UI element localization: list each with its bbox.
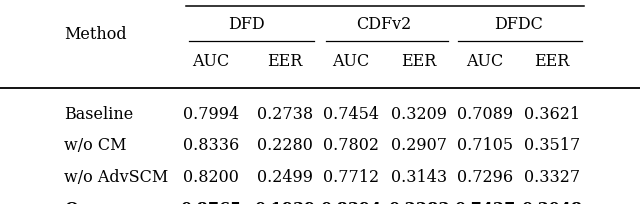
Text: AUC: AUC: [193, 53, 230, 70]
Text: 0.3327: 0.3327: [524, 169, 580, 186]
Text: Method: Method: [64, 26, 127, 43]
Text: DFDC: DFDC: [494, 16, 543, 33]
Text: 0.7994: 0.7994: [183, 106, 239, 123]
Text: 0.7802: 0.7802: [323, 137, 379, 154]
Text: 0.2280: 0.2280: [257, 137, 313, 154]
Text: 0.3143: 0.3143: [391, 169, 447, 186]
Text: Ours: Ours: [64, 201, 107, 204]
Text: 0.1939: 0.1939: [254, 201, 316, 204]
Text: CDFv2: CDFv2: [356, 16, 412, 33]
Text: 0.8394: 0.8394: [320, 201, 381, 204]
Text: 0.3209: 0.3209: [391, 106, 447, 123]
Text: w/o AdvSCM: w/o AdvSCM: [64, 169, 168, 186]
Text: 0.3048: 0.3048: [521, 201, 582, 204]
Text: 0.7296: 0.7296: [457, 169, 513, 186]
Text: AUC: AUC: [332, 53, 369, 70]
Text: 0.7712: 0.7712: [323, 169, 379, 186]
Text: EER: EER: [534, 53, 570, 70]
Text: 0.2738: 0.2738: [257, 106, 313, 123]
Text: 0.8336: 0.8336: [183, 137, 239, 154]
Text: DFD: DFD: [228, 16, 265, 33]
Text: EER: EER: [401, 53, 437, 70]
Text: 0.8765: 0.8765: [180, 201, 242, 204]
Text: 0.2907: 0.2907: [391, 137, 447, 154]
Text: AUC: AUC: [467, 53, 504, 70]
Text: EER: EER: [267, 53, 303, 70]
Text: 0.7454: 0.7454: [323, 106, 379, 123]
Text: 0.3621: 0.3621: [524, 106, 580, 123]
Text: 0.7105: 0.7105: [457, 137, 513, 154]
Text: w/o CM: w/o CM: [64, 137, 127, 154]
Text: 0.7427: 0.7427: [454, 201, 516, 204]
Text: 0.8200: 0.8200: [183, 169, 239, 186]
Text: Baseline: Baseline: [64, 106, 133, 123]
Text: 0.3517: 0.3517: [524, 137, 580, 154]
Text: 0.2283: 0.2283: [388, 201, 450, 204]
Text: 0.7089: 0.7089: [457, 106, 513, 123]
Text: 0.2499: 0.2499: [257, 169, 313, 186]
